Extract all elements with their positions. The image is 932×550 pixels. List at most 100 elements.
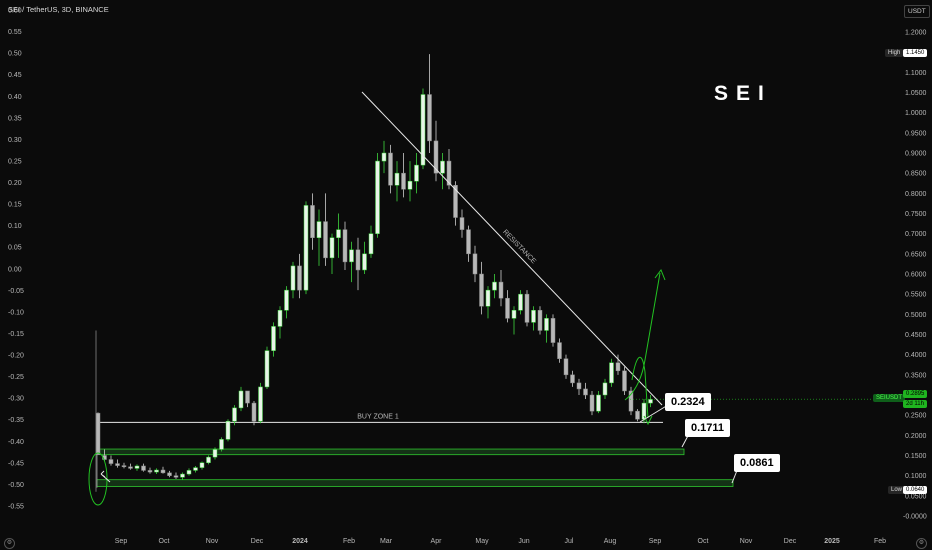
left-axis-tick: 0.15 [8, 202, 22, 209]
candle-body [290, 265, 296, 291]
candle-body [342, 229, 348, 263]
right-axis-tick: 0.7000 [905, 231, 927, 238]
right-axis-tick: 1.0000 [905, 110, 927, 117]
settings-corner-icon[interactable]: ⚙ [4, 538, 15, 549]
candle-body [589, 394, 595, 412]
buy-zone-label: BUY ZONE 1 [357, 413, 399, 420]
resistance-trendline [361, 91, 663, 406]
green-arrowhead-up [654, 268, 666, 281]
right-axis-tick: 0.6500 [905, 251, 927, 258]
high-label: High [885, 49, 904, 57]
candle-body [375, 160, 380, 234]
candle-body [498, 281, 504, 299]
candle-body [388, 152, 393, 186]
candle-body [173, 475, 179, 478]
left-axis-tick: -0.20 [8, 353, 24, 360]
candle-body [277, 310, 283, 327]
right-axis-tick: 0.7500 [905, 211, 927, 218]
chart-watermark-text: SEI [714, 82, 772, 105]
candle-body [297, 265, 302, 291]
right-axis-tick: 1.0500 [905, 90, 927, 97]
x-axis-tick: Sep [649, 538, 662, 545]
candle-body [186, 470, 192, 475]
candle-body [407, 180, 413, 190]
candle-body [472, 253, 478, 275]
candle-body [381, 152, 387, 162]
left-axis-tick: -0.35 [8, 417, 24, 424]
candle-body [628, 390, 634, 412]
candle-body [648, 399, 653, 404]
candle-body [602, 382, 608, 396]
right-axis-tick: 0.2500 [905, 413, 927, 420]
x-axis-tick: Oct [698, 538, 709, 545]
candle-body [511, 310, 517, 319]
x-axis-tick: Jun [518, 538, 529, 545]
left-axis-tick: -0.25 [8, 374, 24, 381]
candle-body [167, 472, 172, 476]
left-axis-tick: 0.50 [8, 51, 22, 58]
right-axis-tick: 1.1000 [905, 70, 927, 77]
candle-body [563, 358, 569, 376]
candle-body [355, 249, 361, 271]
candle-body [505, 297, 510, 319]
candle-body [524, 293, 530, 323]
right-axis-tick: 0.6000 [905, 272, 927, 279]
high-value: 1.1450 [903, 49, 928, 57]
left-axis-tick: 0.25 [8, 158, 22, 165]
candle-body [199, 462, 205, 468]
candle-body [323, 221, 328, 259]
candle-body [245, 390, 250, 404]
currency-button[interactable]: USDT [904, 5, 930, 18]
candle-body [212, 449, 218, 458]
left-axis-tick: 0.60 [8, 8, 22, 15]
candle-body [492, 281, 497, 291]
candle-body [141, 465, 146, 471]
x-axis-tick: Dec [784, 538, 797, 545]
candle-body [537, 310, 543, 331]
right-axis-tick: 0.8000 [905, 191, 927, 198]
left-axis-tick: -0.40 [8, 439, 24, 446]
candle-body [154, 469, 159, 473]
candle-body [394, 172, 400, 186]
right-axis-tick: 1.2000 [905, 30, 927, 37]
symbol-title: SEI / TetherUS, 3D, BINANCE [8, 5, 109, 14]
left-axis-tick: 0.55 [8, 29, 22, 36]
candle-body [596, 394, 601, 412]
right-axis-tick: 0.5000 [905, 312, 927, 319]
left-axis-tick: 0.40 [8, 94, 22, 101]
right-axis-tick: 0.8500 [905, 171, 927, 178]
candle-body [570, 374, 575, 384]
auto-scale-icon[interactable]: ⚙ [916, 538, 927, 549]
candle-body [479, 273, 484, 307]
right-axis-tick: 0.1500 [905, 453, 927, 460]
level-box-2: 0.1711 [685, 419, 731, 437]
right-axis-tick: 0.4000 [905, 352, 927, 359]
candle-body [134, 465, 140, 469]
x-axis-tick: Nov [206, 538, 219, 545]
x-axis-tick: Feb [874, 538, 886, 545]
x-axis-tick: Aug [604, 538, 617, 545]
left-axis-tick: -0.55 [8, 504, 24, 511]
right-axis-tick: 0.3500 [905, 372, 927, 379]
candle-body [128, 466, 133, 469]
candle-body [453, 185, 458, 218]
candle-body [349, 249, 354, 263]
candle-body [160, 469, 166, 474]
price-tag-symbol: SEIUSDT [873, 394, 906, 402]
right-axis-tick: 0.1000 [905, 473, 927, 480]
candle-body [544, 318, 549, 331]
left-axis-tick: 0.30 [8, 137, 22, 144]
green-arrow-up [624, 272, 661, 401]
x-axis-tick: May [475, 538, 489, 545]
price-tag-value: 0.2895 [903, 390, 928, 398]
candle-body [420, 94, 426, 166]
candle-body [362, 253, 367, 271]
x-axis-tick: Jul [565, 538, 574, 545]
candle-body [251, 402, 257, 422]
zone-box-2 [96, 448, 685, 456]
right-axis-tick: -0.0000 [903, 514, 927, 521]
candle-body [258, 386, 263, 422]
x-axis-tick: Feb [343, 538, 355, 545]
low-arrow [100, 470, 111, 483]
